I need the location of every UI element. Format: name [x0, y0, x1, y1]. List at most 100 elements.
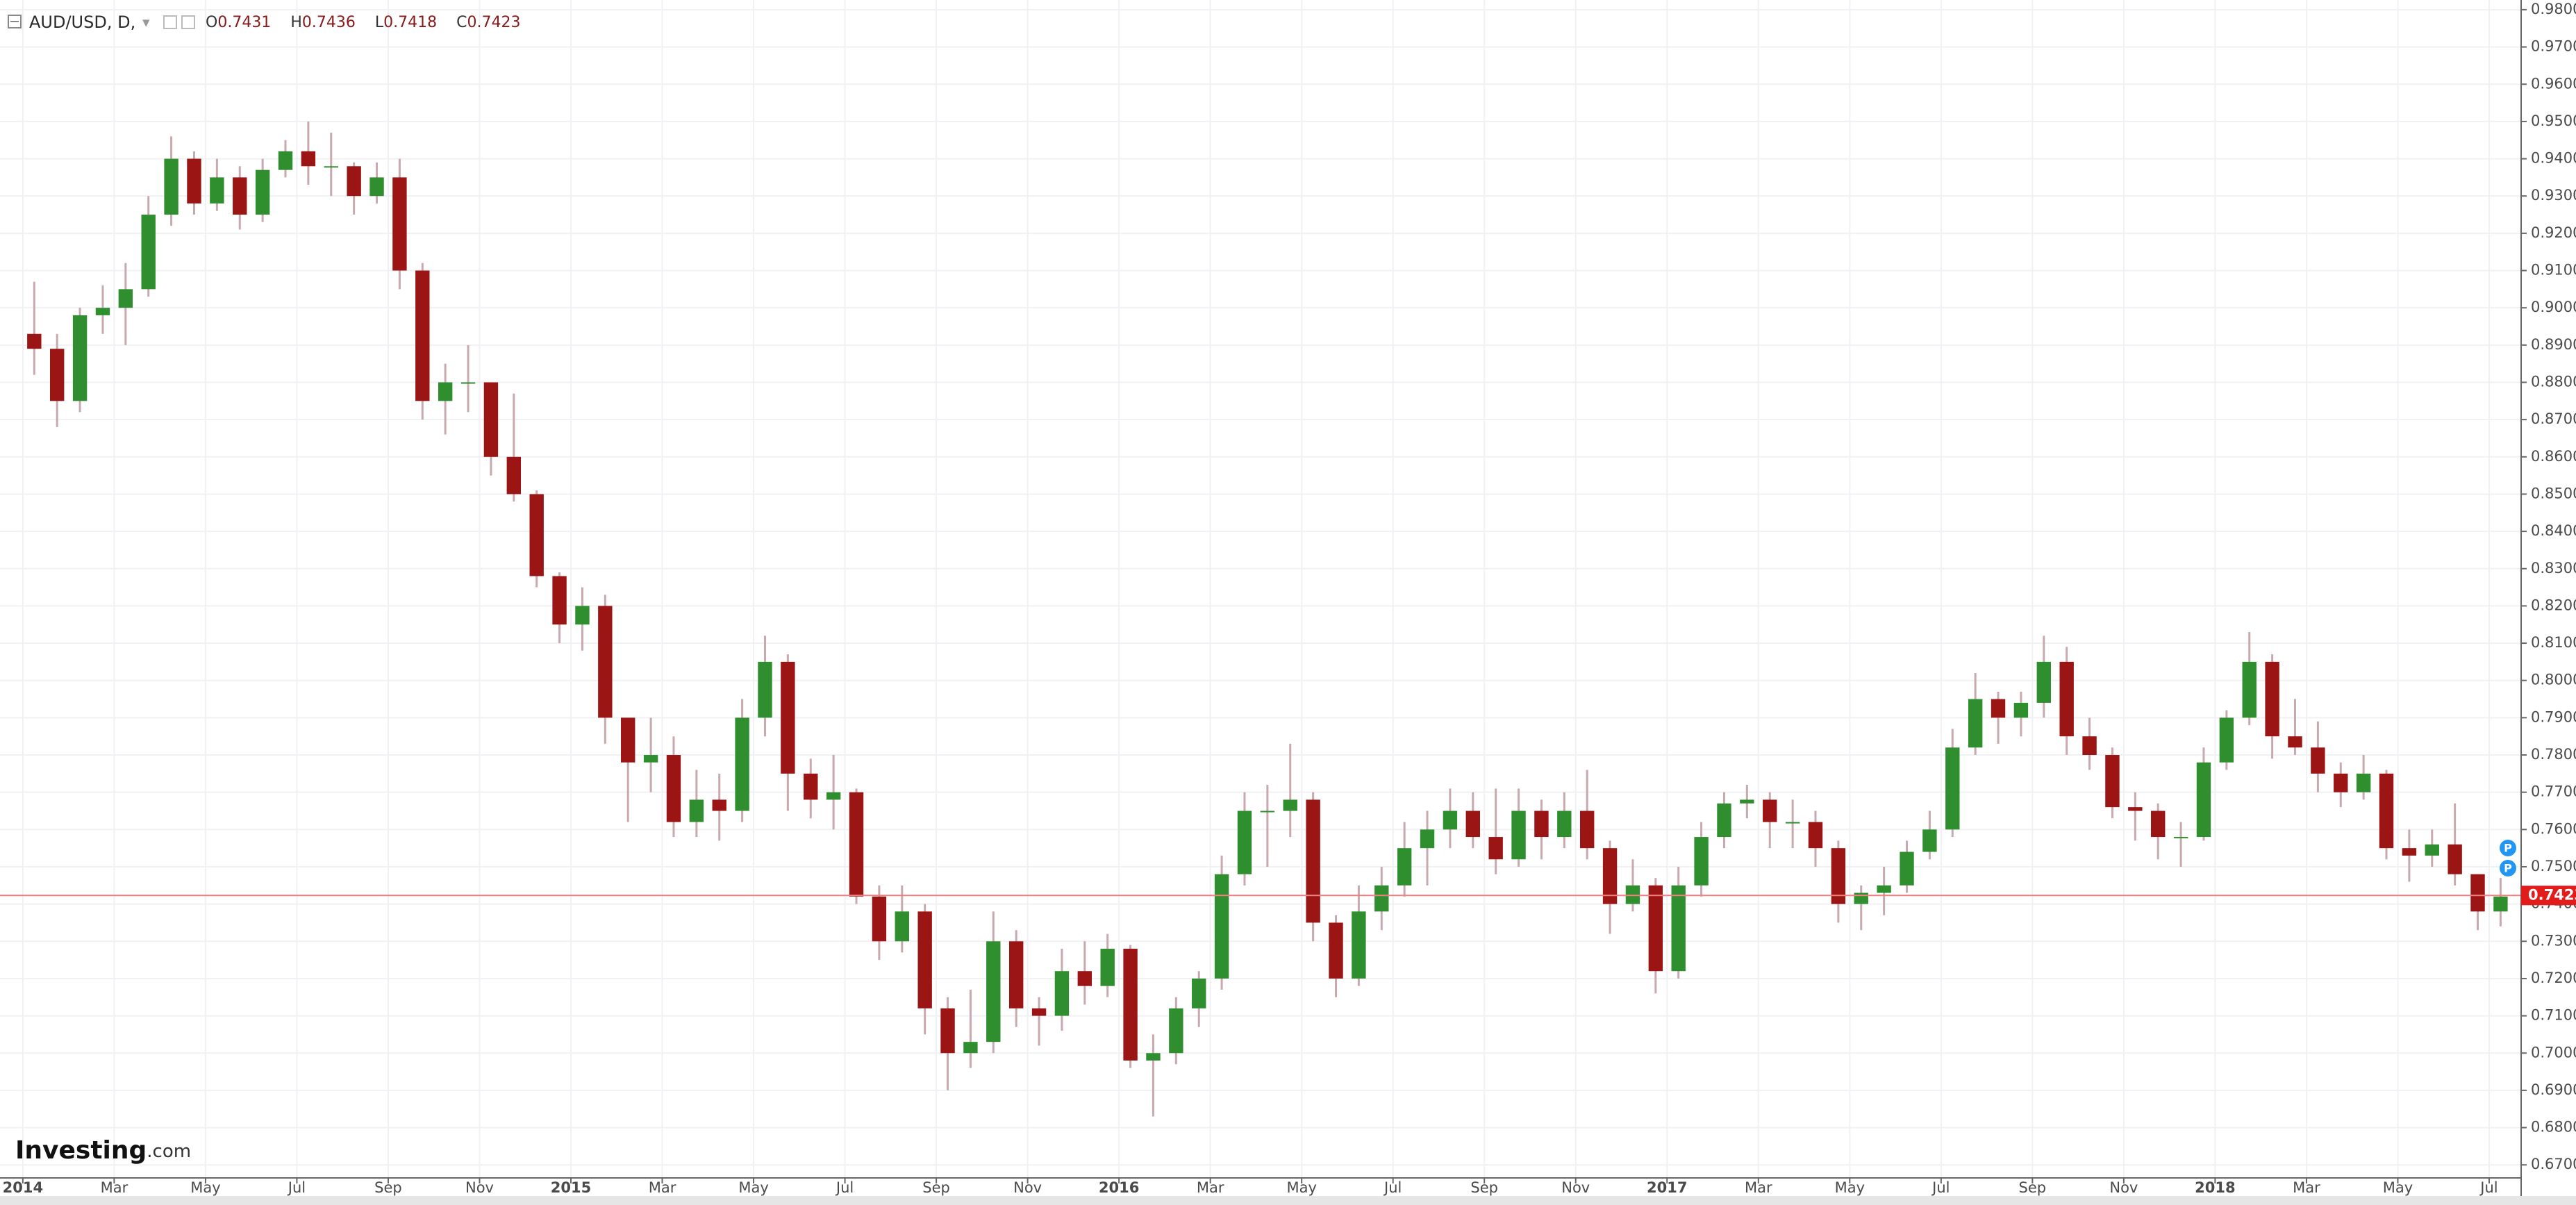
candle-body [1465, 811, 1480, 838]
candle-body [1557, 811, 1572, 838]
x-tick-label: Jul [1383, 1179, 1402, 1196]
hide-icon[interactable] [181, 15, 195, 29]
candle-body [2082, 736, 2097, 756]
logo-suffix: .com [147, 1141, 191, 1162]
candle-body [1625, 885, 1640, 904]
candle-body [963, 1042, 978, 1054]
settings-icon[interactable] [163, 15, 177, 29]
candle-body [621, 717, 635, 763]
candle-body [2151, 811, 2166, 838]
candle-body [2265, 661, 2279, 737]
candle-body [1329, 922, 1343, 979]
x-tick-label: May [2383, 1179, 2413, 1196]
ohlc-name: H [290, 14, 302, 31]
candle-body [347, 166, 361, 197]
ohlc-value: 0.7436 [302, 14, 356, 31]
candle-body [1488, 837, 1503, 860]
candle-body [1237, 811, 1252, 874]
candle-body [1991, 699, 2006, 718]
x-tick-label: Nov [1013, 1179, 1042, 1196]
candle-body [849, 792, 864, 897]
y-tick-label: 0.9800 [2531, 1, 2576, 17]
candle-body [2036, 661, 2051, 703]
x-tick-label: Jul [1931, 1179, 1950, 1196]
candle-body [1352, 911, 1366, 979]
candle-body [1397, 848, 1412, 886]
candle-body [50, 349, 65, 401]
candle-body [689, 799, 704, 822]
candle-body [552, 576, 567, 625]
x-tick-label: May [1835, 1179, 1865, 1196]
candle-body [758, 661, 772, 718]
x-tick-label: 2016 [1099, 1179, 1139, 1196]
ohlc-value: 0.7418 [383, 14, 437, 31]
candle-body [233, 177, 247, 215]
candle-body [2470, 874, 2485, 912]
symbol-title: AUD/USD, D, [29, 13, 135, 32]
candle-body [1922, 829, 1937, 852]
candle-body [2105, 755, 2120, 808]
last-price-box [2521, 886, 2576, 906]
candle-body [2242, 661, 2257, 718]
ohlc-legend: O0.7431 H0.7436 L0.7418 C0.7423 [206, 14, 520, 31]
candle-body [2379, 773, 2394, 849]
candle-body [826, 792, 841, 800]
candle-body [72, 315, 88, 401]
candle-body [301, 151, 316, 167]
candle-body [415, 270, 430, 401]
candle-body [1306, 799, 1320, 923]
candle-body [2493, 896, 2508, 912]
candle-body [95, 308, 110, 315]
candle-body [1511, 811, 1526, 860]
candle-body [255, 169, 270, 215]
x-tick-label: May [738, 1179, 768, 1196]
candle-body [666, 755, 681, 822]
x-tick-label: Nov [1561, 1179, 1590, 1196]
candle-body [804, 773, 818, 800]
x-tick-label: Mar [649, 1179, 676, 1196]
candle-body [1602, 848, 1618, 904]
candle-body [460, 382, 476, 384]
candle-body [2219, 717, 2234, 763]
candle-body [1900, 851, 1914, 886]
x-tick-label: 2018 [2195, 1179, 2235, 1196]
logo-text: Investing.com [15, 1136, 191, 1165]
candle-body [1808, 822, 1823, 849]
candle-body [1648, 885, 1663, 972]
dropdown-caret[interactable]: ▾ [142, 14, 150, 31]
collapse-icon[interactable] [8, 15, 22, 28]
candle-body [2059, 661, 2074, 737]
marker-label: P [2504, 862, 2512, 875]
x-tick-label: Mar [2293, 1179, 2320, 1196]
candle-body [2311, 747, 2325, 774]
candle-body [1077, 971, 1092, 986]
marker-badge [2500, 840, 2516, 856]
x-tick-label: Sep [1470, 1179, 1498, 1196]
candle-body [1579, 811, 1595, 849]
candle-body [1100, 949, 1115, 986]
candle-body [940, 1008, 955, 1054]
x-tick-label: Mar [1197, 1179, 1224, 1196]
candle-body [1740, 799, 1754, 804]
candle-body [1008, 941, 1024, 1008]
x-tick-label: Nov [2109, 1179, 2138, 1196]
ohlc-item: C0.7423 [456, 14, 520, 31]
candle-body [1420, 829, 1435, 849]
candle-body [506, 456, 522, 495]
candle-body [210, 177, 224, 203]
candle-body [1054, 971, 1070, 1016]
x-tick-label: Mar [101, 1179, 128, 1196]
candle-body [141, 215, 156, 290]
ohlc-value: 0.7431 [217, 14, 271, 31]
candle-body [2334, 773, 2348, 792]
